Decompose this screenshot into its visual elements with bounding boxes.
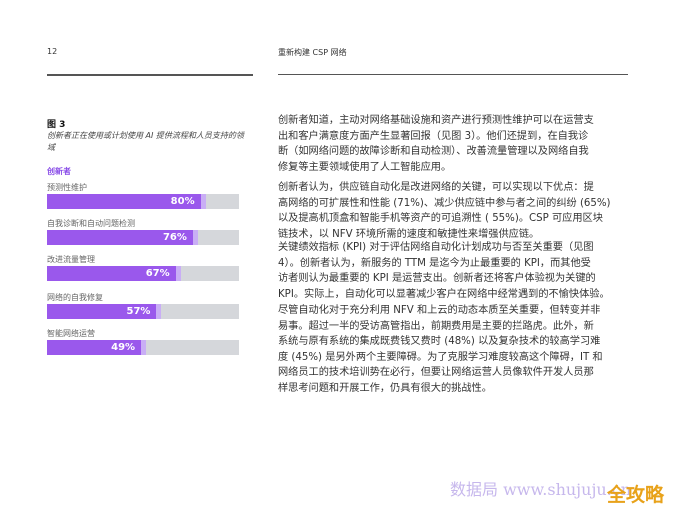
paragraph-line: 易事。超过一半的受访高管指出，前期费用是主要的拦路虎。此外，新	[278, 320, 594, 332]
paragraph: 尽管自动化对于充分利用 NFV 和上云的动态本质至关重要，但转变并非 易事。超过一…	[278, 303, 630, 396]
bar-track: 80%	[47, 194, 239, 209]
bar-tip	[156, 304, 162, 319]
running-header: 重新构建 CSP 网络	[278, 48, 347, 57]
bar-category-label: 自我诊断和自动问题检测	[47, 219, 135, 228]
paragraph-line: 高网络的可扩展性和性能 (71%)、减少供应链中参与者之间的纠纷 (65%)	[278, 197, 611, 209]
bar-fill	[47, 304, 157, 319]
paragraph-line: 度 (45%) 是另外两个主要障碍。为了克服学习难度较高这个障碍，IT 和	[278, 351, 603, 363]
paragraph-line: 创新者认为，供应链自动化是改进网络的关键，可以实现以下优点：提	[278, 182, 594, 193]
figure-caption: 创新者正在使用或计划使用 AI 提供流程和人员支持的领域	[47, 131, 244, 152]
bar-tip	[200, 194, 206, 209]
watermark-text: 数据局 www.shujuju.cn	[450, 480, 632, 499]
watermark-logo: 全攻略	[607, 484, 665, 506]
paragraph-line: 关键绩效指标 (KPI) 对于评估网络自动化计划成功与否至关重要（见图	[278, 242, 594, 253]
bar-value-label: 80%	[170, 196, 195, 207]
bar-category-label: 改进流量管理	[47, 255, 95, 264]
header-rule-right	[278, 74, 628, 75]
page-number: 12	[47, 47, 58, 56]
paragraph-line: 样思考问题和开展工作，仍具有很大的挑战性。	[278, 382, 492, 394]
bar-tip	[192, 230, 198, 245]
bar-value-label: 57%	[126, 306, 151, 317]
bar-tip	[141, 340, 147, 355]
bar-track: 76%	[47, 230, 239, 245]
bar-value-label: 49%	[111, 342, 136, 353]
paragraph-line: 出和客户满意度方面产生显著回报（见图 3）。他们还提到，在自我诊	[278, 130, 589, 142]
bar-fill	[47, 194, 201, 209]
paragraph: 关键绩效指标 (KPI) 对于评估网络自动化计划成功与否至关重要（见图 4）。创新…	[278, 240, 630, 302]
paragraph-line: 4）。创新者认为，新服务的 TTM 是迄今为止最重要的 KPI，而其他受	[278, 257, 591, 269]
paragraph-line: 网络员工的技术培训势在必行，但要让网络运营人员像软件开发人员那	[278, 367, 594, 378]
bar-track: 49%	[47, 340, 239, 355]
bar-value-label: 67%	[145, 268, 170, 279]
bar-track: 57%	[47, 304, 239, 319]
paragraph-line: 尽管自动化对于充分利用 NFV 和上云的动态本质至关重要，但转变并非	[278, 305, 601, 316]
paragraph-line: 以及提高机顶盒和智能手机等资产的可追溯性 ( 55%)。CSP 可应用区块	[278, 213, 603, 224]
bar-category-label: 网络的自我修复	[47, 293, 103, 302]
bar-value-label: 76%	[162, 232, 187, 243]
bar-tip	[175, 266, 181, 281]
paragraph-line: KPI。实际上，自动化可以显著减少客户在网络中经常遇到的不愉快体验。	[278, 288, 610, 300]
bar-category-label: 预测性维护	[47, 183, 87, 192]
paragraph-line: 系统与原有系统的集成既费钱又费时 (48%) 以及复杂技术的较高学习难	[278, 336, 601, 347]
bar-track: 67%	[47, 266, 239, 281]
bar-category-label: 智能网络运营	[47, 329, 95, 338]
bar-fill	[47, 230, 193, 245]
figure-number: 图 3	[47, 120, 66, 130]
paragraph-line: 创新者知道，主动对网络基础设施和资产进行预测性维护可以在运营支	[278, 115, 594, 126]
chart-legend: 创新者	[47, 167, 71, 176]
paragraph: 创新者知道，主动对网络基础设施和资产进行预测性维护可以在运营支 出和客户满意度方面…	[278, 113, 630, 175]
paragraph: 创新者认为，供应链自动化是改进网络的关键，可以实现以下优点：提高网络的可扩展性和…	[278, 180, 630, 242]
paragraph-line: 断（如网络问题的故障诊断和自动检测）、改善流量管理以及网络自我	[278, 146, 589, 157]
bar-fill	[47, 340, 142, 355]
bar-fill	[47, 266, 176, 281]
paragraph-line: 修复等主要领域使用了人工智能应用。	[278, 161, 452, 173]
header-rule-left	[47, 74, 253, 76]
paragraph-line: 访者则认为最重要的 KPI 是运营支出。创新者还将客户体验视为关键的	[278, 273, 596, 284]
paragraph-line: 链技术，以 NFV 环境所需的速度和敏捷性来增强供应链。	[278, 228, 540, 240]
